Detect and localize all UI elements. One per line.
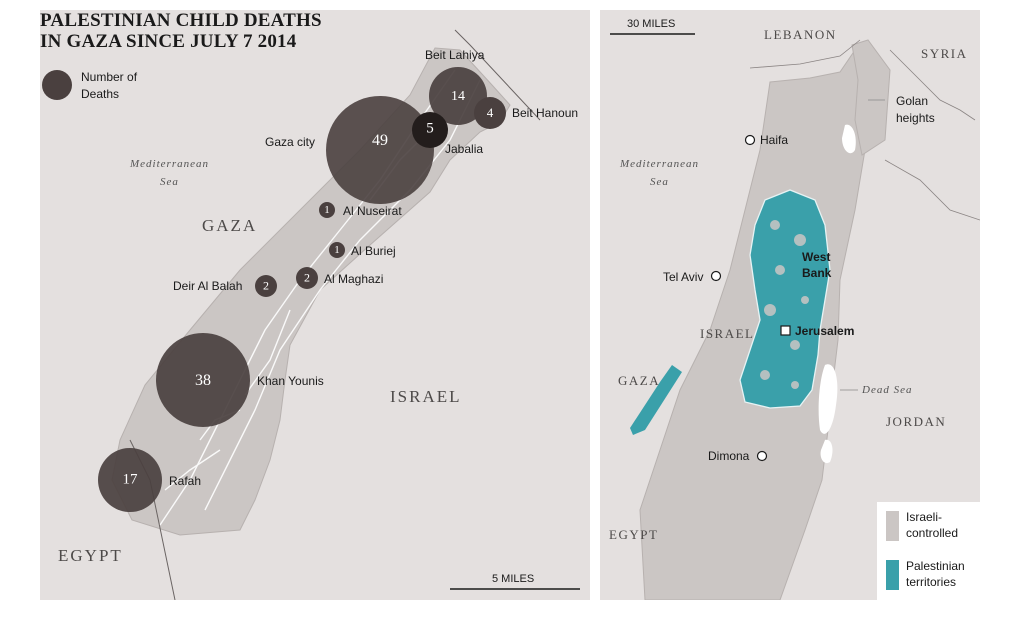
count-beit-lahiya: 14	[451, 89, 465, 104]
legend-label-israeli: Israeli- controlled	[906, 510, 959, 540]
label-rafah: Rafah	[169, 474, 202, 488]
count-beit-hanoun: 4	[486, 105, 494, 120]
label-al-buriej: Al Buriej	[351, 244, 396, 258]
region-map	[600, 10, 980, 600]
title-line-1: PALESTINIAN CHILD DEATHS	[40, 10, 322, 31]
west-bank	[739, 189, 831, 409]
label-golan-heights: Golan heights	[896, 94, 935, 125]
border-lebanon	[749, 39, 861, 69]
marker-haifa	[744, 134, 756, 146]
label-region-gaza: GAZA	[202, 216, 258, 235]
count-gaza-city: 49	[372, 132, 388, 149]
label-region-israel: ISRAEL	[390, 387, 462, 406]
count-al-buriej: 1	[334, 244, 340, 256]
label-haifa: Haifa	[760, 133, 789, 147]
bubble-al-nuseirat	[319, 202, 335, 218]
count-rafah: 17	[122, 471, 138, 488]
dead-sea-south	[820, 439, 833, 464]
territory-legend: Israeli- controlled Palestinian territor…	[877, 502, 980, 600]
label-west-bank: West Bank	[802, 250, 832, 280]
golan-heights	[851, 39, 891, 156]
gaza-map-graphic	[42, 29, 580, 600]
label-mediterranean-sea-right: Mediterranean Sea	[620, 158, 699, 188]
west-bank-enclaves	[760, 220, 809, 389]
bubble-deir-al-balah	[255, 275, 277, 297]
dead-sea	[818, 364, 838, 434]
death-bubbles	[98, 67, 506, 512]
label-mediterranean-sea-left: Mediterranean Sea	[130, 158, 209, 188]
gaza-map	[40, 10, 590, 600]
label-lebanon: LEBANON	[764, 27, 837, 42]
bubble-khan-younis	[156, 333, 250, 427]
label-region-egypt: EGYPT	[58, 546, 123, 565]
label-khan-younis: Khan Younis	[257, 374, 324, 388]
label-israel-right: ISRAEL	[700, 326, 755, 341]
bubble-beit-hanoun	[474, 97, 506, 129]
size-legend-circle	[42, 70, 72, 100]
label-beit-lahiya: Beit Lahiya	[425, 48, 485, 62]
marker-jerusalem	[780, 325, 791, 336]
label-tel-aviv: Tel Aviv	[663, 270, 704, 284]
marker-dimona	[756, 450, 768, 462]
scale-label-left: 5 MILES	[492, 573, 535, 585]
label-al-nuseirat: Al Nuseirat	[343, 204, 402, 218]
bubble-al-maghazi	[296, 267, 318, 289]
border-syria	[889, 49, 976, 121]
border-jordan-north	[884, 159, 980, 221]
label-dead-sea: Dead Sea	[862, 384, 913, 396]
label-beit-hanoun: Beit Hanoun	[512, 106, 579, 120]
border-line-north	[454, 29, 541, 121]
count-khan-younis: 38	[195, 372, 211, 389]
label-deir-al-balah: Deir Al Balah	[173, 279, 243, 293]
label-jabalia: Jabalia	[445, 142, 484, 156]
bubble-rafah	[98, 448, 162, 512]
bubble-al-buriej	[329, 242, 345, 258]
label-al-maghazi: Al Maghazi	[324, 272, 384, 286]
legend-label-palestinian: Palestinian territories	[906, 559, 965, 589]
map-title: PALESTINIAN CHILD DEATHS IN GAZA SINCE J…	[40, 10, 322, 52]
label-dimona: Dimona	[708, 449, 750, 463]
label-jerusalem: Jerusalem	[795, 324, 855, 338]
title-line-2: IN GAZA SINCE JULY 7 2014	[40, 31, 297, 52]
count-al-nuseirat: 1	[324, 204, 330, 216]
bubble-jabalia	[412, 112, 448, 148]
size-legend-label: Number of Deaths	[81, 70, 138, 101]
label-gaza-city: Gaza city	[265, 135, 316, 149]
bubble-gaza-city	[326, 96, 434, 204]
count-al-maghazi: 2	[304, 270, 310, 285]
legend-swatch-israeli	[886, 511, 899, 541]
count-deir-al-balah: 2	[263, 278, 269, 293]
label-syria: SYRIA	[921, 46, 968, 61]
bubble-beit-lahiya	[429, 67, 487, 125]
label-egypt-right: EGYPT	[609, 527, 659, 542]
gaza-strip-small	[630, 365, 682, 435]
sea-of-galilee	[842, 124, 856, 154]
count-jabalia: 5	[426, 120, 434, 137]
legend-swatch-palestinian	[886, 560, 899, 590]
label-gaza-right: GAZA	[618, 373, 661, 388]
label-jordan: JORDAN	[886, 414, 947, 429]
scale-label-right: 30 MILES	[627, 18, 676, 30]
region-map-graphic	[610, 33, 980, 600]
marker-tel-aviv	[710, 270, 722, 282]
